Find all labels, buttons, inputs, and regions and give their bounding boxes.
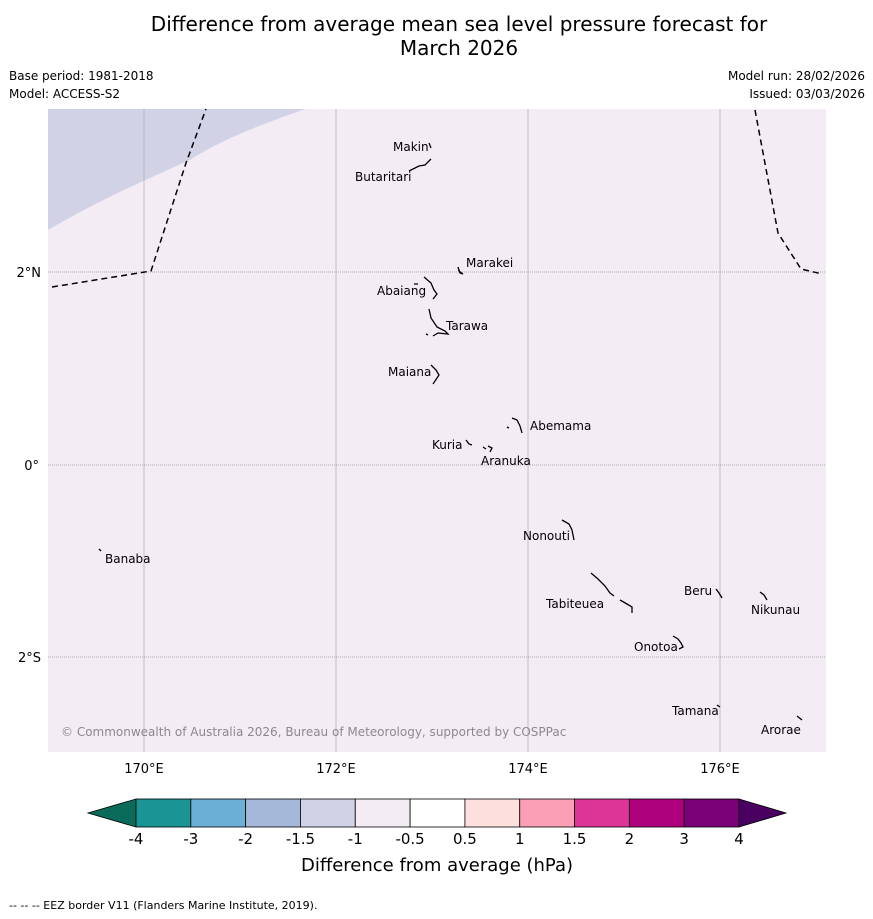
colorbar-high-extend: [738, 798, 788, 828]
colorbar-low-extend: [86, 798, 137, 828]
colorbar-segment: [190, 798, 247, 828]
lon-label-176e: 176°E: [700, 762, 740, 777]
colorbar-tick-label: 3: [679, 830, 689, 848]
island-makin: [428, 142, 432, 149]
lat-gridlines: [48, 271, 826, 658]
label-tabiteuea: Tabiteuea: [545, 597, 604, 611]
lon-label-172e: 172°E: [316, 762, 356, 777]
label-maiana: Maiana: [388, 365, 431, 379]
colorbar-segment: [245, 798, 301, 828]
lat-label-0: 0°: [24, 459, 39, 474]
anomaly-region-upper-left: [48, 109, 305, 230]
label-banaba: Banaba: [105, 552, 151, 566]
label-abemama: Abemama: [530, 419, 591, 433]
label-aranuka: Aranuka: [481, 454, 531, 468]
longitude-labels: 170°E 172°E 174°E 176°E: [124, 762, 740, 777]
eez-borders: [51, 108, 823, 288]
title-line-1: Difference from average mean sea level p…: [150, 12, 768, 36]
base-period: Base period: 1981-2018: [9, 69, 154, 83]
colorbar-segment: [409, 798, 466, 828]
label-abaiang: Abaiang: [377, 284, 426, 298]
colorbar-tick-label: -4: [129, 830, 144, 848]
colorbar-ticks: -4 -3 -2 -1.5 -1 -0.5 0.5 1 1.5 2 3 4: [129, 830, 744, 848]
colorbar-tick-label: -2: [238, 830, 253, 848]
island-onotoa: [672, 635, 684, 650]
colorbar-segment: [574, 798, 630, 828]
place-labels: Makin Butaritari Marakei Abaiang Tarawa …: [105, 140, 801, 737]
issued-date: Issued: 03/03/2026: [749, 87, 865, 101]
label-beru: Beru: [684, 584, 712, 598]
eez-border-west: [51, 108, 207, 288]
island-abemama: [506, 417, 523, 434]
model-name: Model: ACCESS-S2: [9, 87, 121, 101]
colorbar-segment: [519, 798, 575, 828]
island-tarawa: [425, 308, 450, 337]
colorbar-tick-label: 1.5: [563, 830, 587, 848]
colorbar: -4 -3 -2 -1.5 -1 -0.5 0.5 1 1.5 2 3 4 Difference fr…: [86, 798, 788, 876]
colorbar-tick-label: -3: [183, 830, 198, 848]
colorbar-tick-label: 1: [515, 830, 525, 848]
label-makin: Makin: [393, 140, 429, 154]
colorbar-tick-label: 0.5: [453, 830, 477, 848]
island-outlines: [98, 142, 803, 721]
label-marakei: Marakei: [466, 256, 513, 270]
label-nikunau: Nikunau: [751, 603, 800, 617]
map-background: [48, 109, 826, 752]
colorbar-segment: [300, 798, 356, 828]
island-abaiang: [414, 276, 438, 300]
colorbar-segment: [683, 798, 740, 828]
island-tamana: [716, 704, 721, 708]
label-arorae: Arorae: [761, 723, 801, 737]
eez-footnote: -- -- -- EEZ border V11 (Flanders Marine…: [9, 899, 318, 912]
label-butaritari: Butaritari: [355, 170, 412, 184]
label-onotoa: Onotoa: [634, 640, 678, 654]
colorbar-label: Difference from average (hPa): [301, 855, 573, 876]
island-nikunau: [759, 591, 768, 601]
label-nonouti: Nonouti: [523, 529, 570, 543]
latitude-labels: 2°N 0° 2°S: [17, 266, 42, 666]
colorbar-segment: [628, 798, 685, 828]
colorbar-tick-label: -1: [348, 830, 363, 848]
colorbar-segment: [354, 798, 411, 828]
meta-left: Base period: 1981-2018 Model: ACCESS-S2: [9, 67, 154, 103]
island-banaba: [98, 548, 102, 552]
island-aranuka: [482, 445, 493, 453]
chart-title: Difference from average mean sea level p…: [0, 12, 873, 60]
island-tabiteuea: [590, 572, 633, 613]
island-butaritari: [408, 158, 432, 172]
colorbar-segment: [135, 798, 192, 828]
island-kuria: [465, 439, 473, 446]
label-tarawa: Tarawa: [445, 319, 488, 333]
island-nonouti: [561, 519, 575, 541]
island-beru: [715, 588, 723, 599]
meta-right: Model run: 28/02/2026 Issued: 03/03/2026: [728, 67, 865, 103]
lon-label-174e: 174°E: [508, 762, 548, 777]
colorbar-segments: [135, 798, 740, 828]
lat-label-2s: 2°S: [18, 651, 41, 666]
island-maiana: [430, 364, 440, 385]
copyright-notice: © Commonwealth of Australia 2026, Bureau…: [61, 725, 566, 739]
lat-label-2n: 2°N: [17, 266, 42, 281]
island-arorae: [796, 715, 803, 721]
model-run: Model run: 28/02/2026: [727, 69, 865, 83]
gridlines: [143, 109, 721, 752]
lon-label-170e: 170°E: [124, 762, 164, 777]
colorbar-tick-label: 2: [625, 830, 635, 848]
eez-border-east: [754, 109, 823, 275]
island-marakei: [457, 266, 464, 275]
title-line-2: March 2026: [399, 36, 519, 60]
colorbar-tick-label: -1.5: [286, 830, 315, 848]
colorbar-tick-label: -0.5: [395, 830, 424, 848]
colorbar-segment: [464, 798, 521, 828]
label-kuria: Kuria: [432, 438, 463, 452]
colorbar-tick-label: 4: [734, 830, 744, 848]
label-tamana: Tamana: [671, 704, 719, 718]
